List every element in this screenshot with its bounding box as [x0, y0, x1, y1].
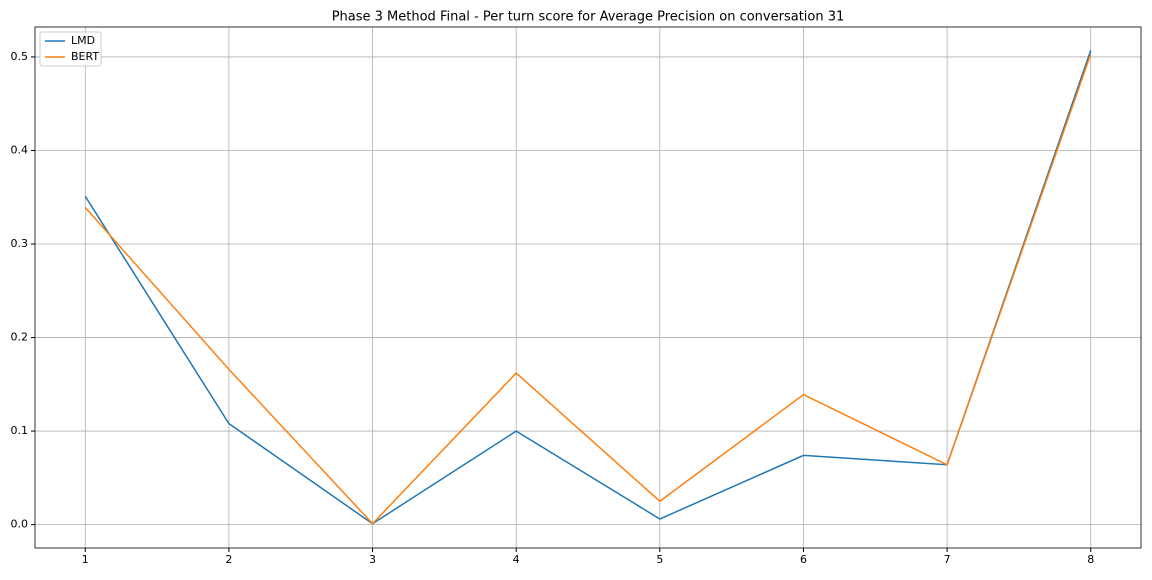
y-tick-label: 0.2: [11, 331, 29, 344]
chart-title: Phase 3 Method Final - Per turn score fo…: [332, 10, 845, 25]
x-tick-label: 1: [82, 553, 89, 566]
y-tick-label: 0.0: [11, 518, 29, 531]
x-tick-label: 3: [369, 553, 376, 566]
y-tick-label: 0.4: [11, 143, 29, 156]
x-tick-label: 5: [656, 553, 663, 566]
line: [84, 50, 1092, 525]
x-tick-label: 6: [800, 553, 807, 566]
legend: LMD BERT: [39, 31, 102, 67]
line: [84, 53, 1092, 525]
x-tick-label: 7: [944, 553, 951, 566]
x-tick-label: 2: [225, 553, 232, 566]
y-tick-label: 0.1: [11, 424, 29, 437]
plot-frame: [34, 26, 1142, 549]
legend-label: LMD: [71, 34, 95, 47]
y-tick-label: 0.3: [11, 237, 29, 250]
x-tick-label: 4: [513, 553, 520, 566]
x-tick-label: 8: [1087, 553, 1094, 566]
legend-label: BERT: [71, 50, 99, 63]
y-tick-label: 0.5: [11, 50, 29, 63]
